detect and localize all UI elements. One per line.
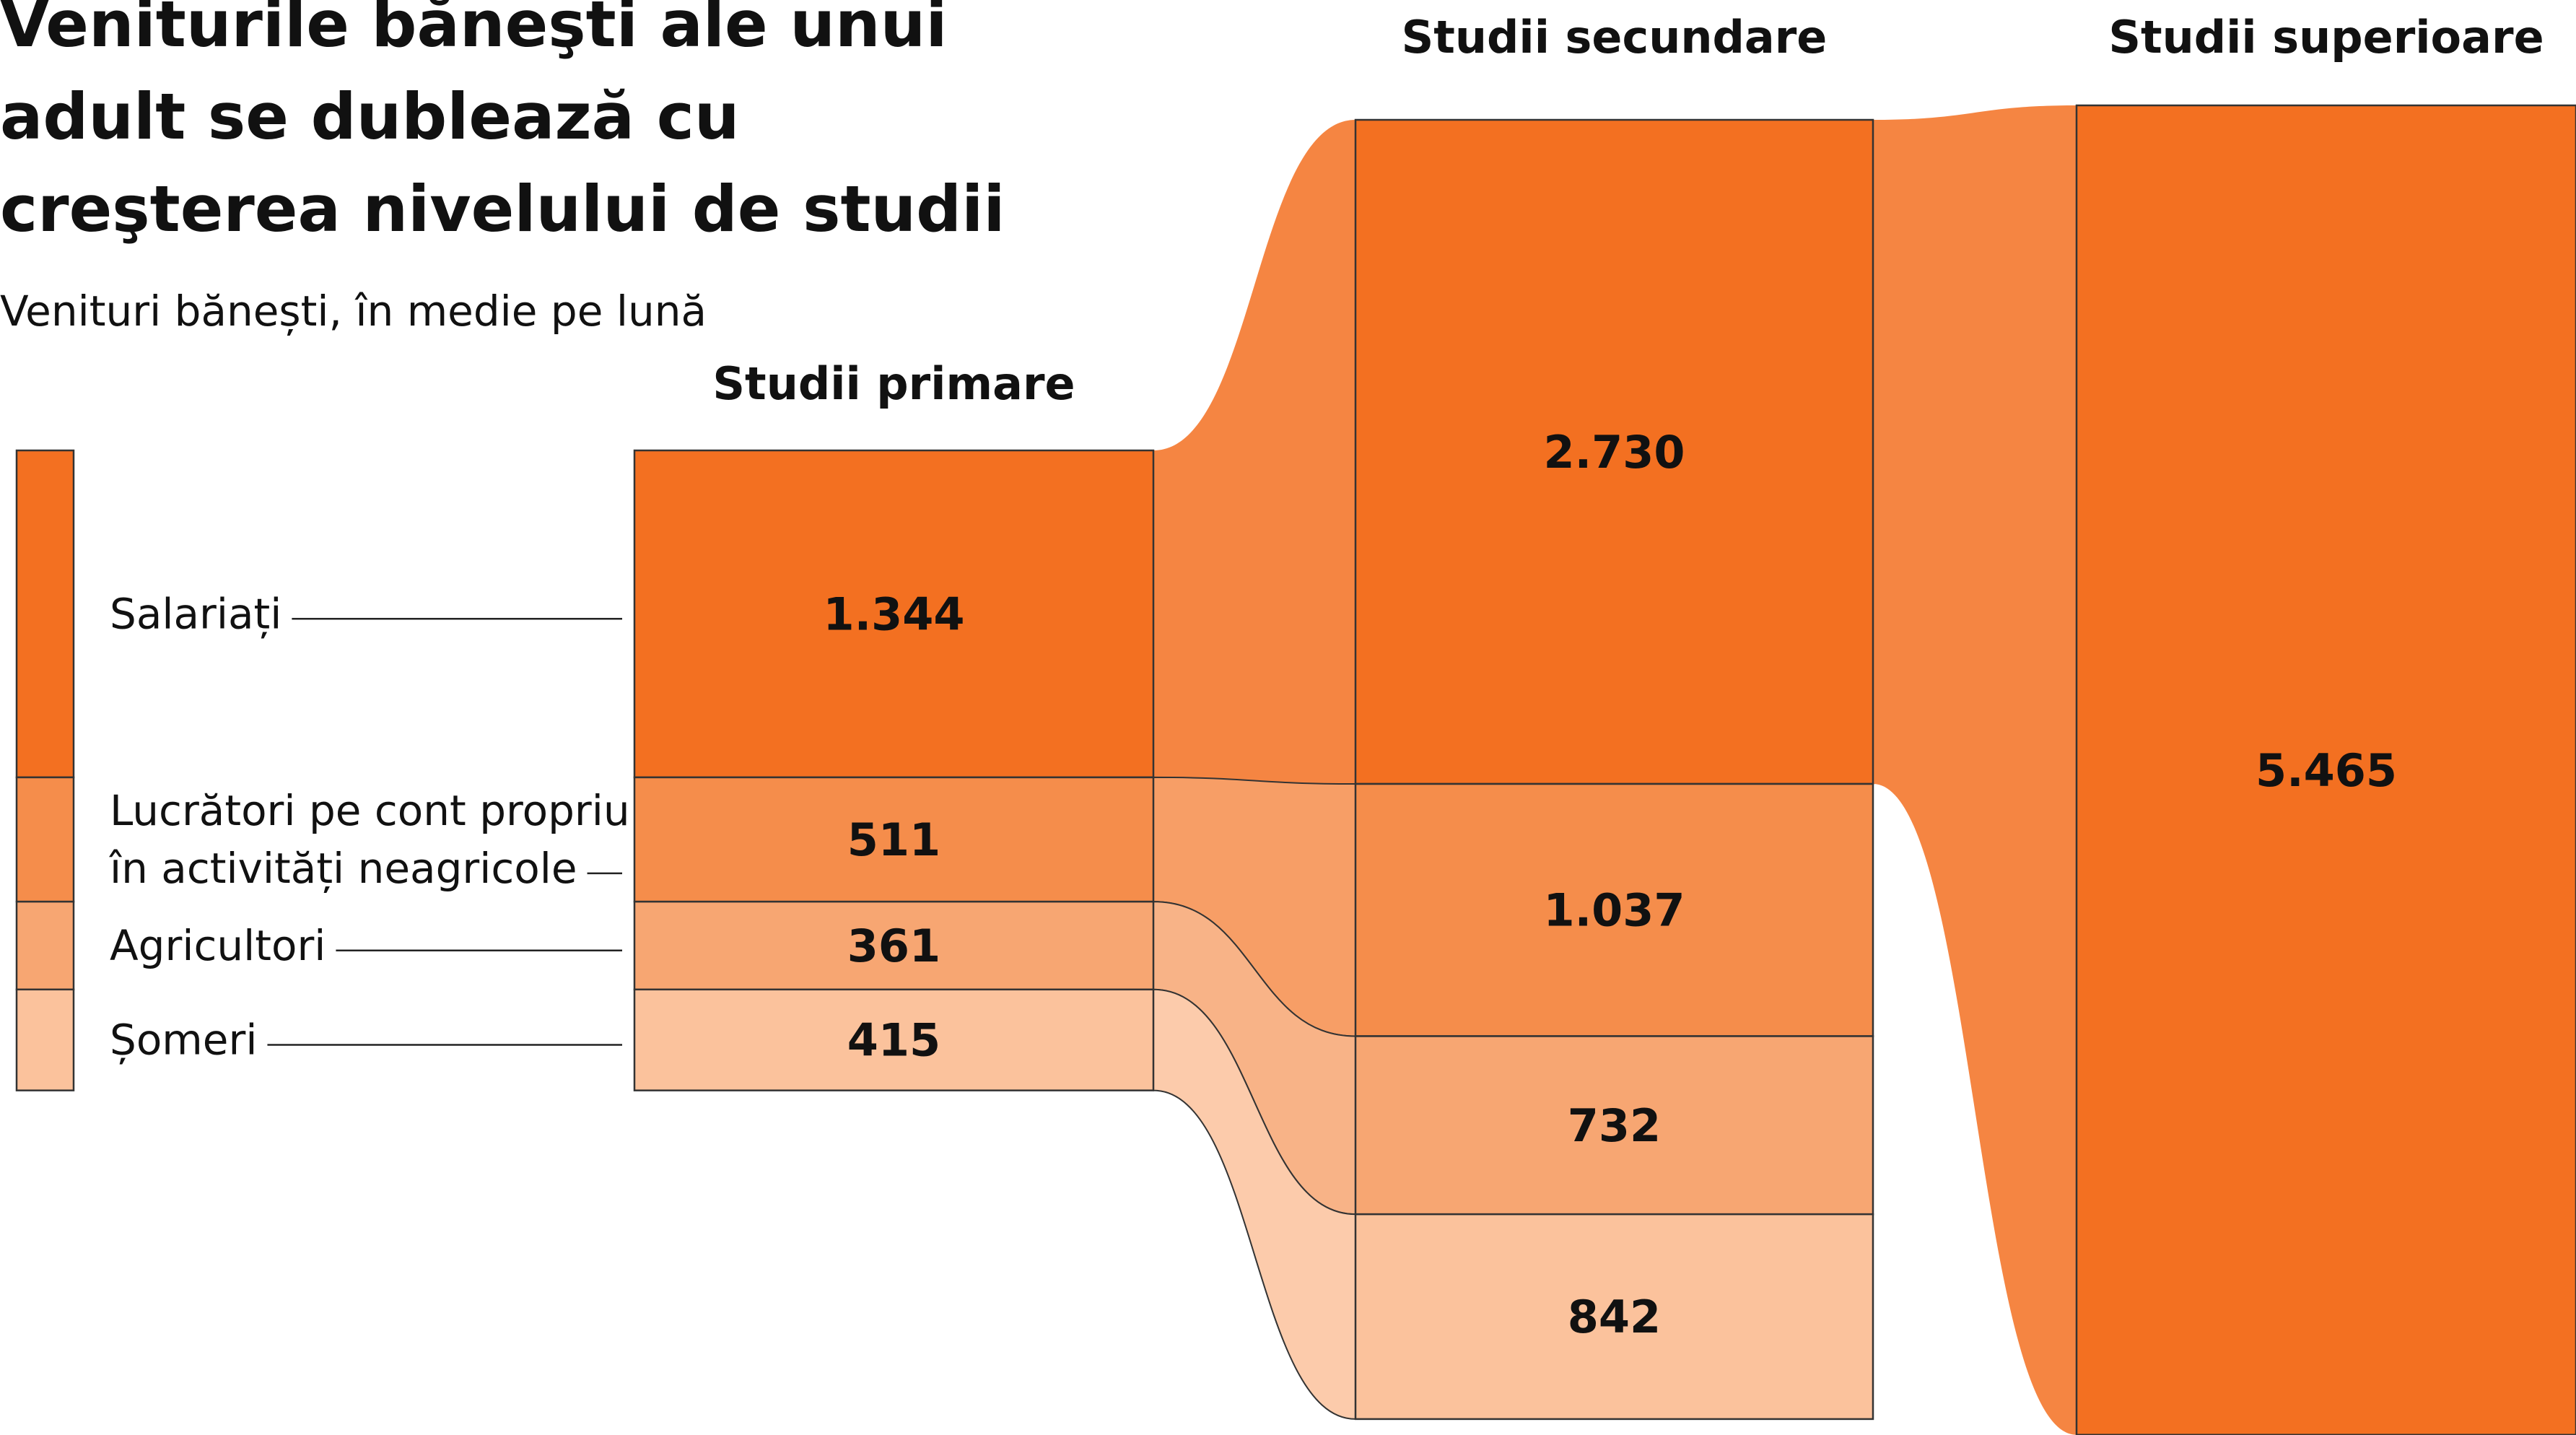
value-label: 361	[847, 920, 940, 972]
bar-segment	[1354, 118, 1874, 785]
legend-swatch	[15, 449, 75, 779]
chart-title: Veniturile băneşti ale unui adult se dub…	[0, 0, 1005, 246]
value-label: 511	[847, 814, 940, 866]
legend-swatch	[15, 988, 75, 1091]
value-label: 1.037	[1543, 884, 1685, 937]
flow	[1153, 120, 1355, 785]
bar-segment	[633, 988, 1155, 1091]
value-label: 842	[1568, 1291, 1661, 1343]
value-label: 415	[847, 1014, 940, 1067]
bar-segment	[633, 776, 1155, 903]
bar-segment	[633, 449, 1155, 779]
bar-segment	[633, 900, 1155, 991]
column-title: Studii primare	[712, 357, 1075, 410]
bar-segment	[1354, 782, 1874, 1037]
column-title: Studii secundare	[1402, 11, 1828, 64]
legend-label: Salariați	[110, 589, 281, 638]
bar-segment	[1354, 1213, 1874, 1421]
legend-swatch	[15, 900, 75, 991]
value-label: 2.730	[1543, 426, 1685, 479]
value-label: 5.465	[2256, 744, 2397, 797]
bar-segment	[1354, 1035, 1874, 1216]
value-label: 732	[1568, 1099, 1661, 1152]
column-title: Studii superioare	[2108, 11, 2544, 64]
legend-label: Șomeri	[110, 1016, 257, 1065]
legend-swatch	[15, 776, 75, 903]
flow	[1153, 988, 1356, 1420]
chart-subtitle: Venituri bănești, în medie pe lună	[0, 287, 707, 336]
bar-segment	[2075, 104, 2576, 1435]
legend-label: Lucrători pe cont propriu în activități …	[109, 786, 643, 893]
legend-label: Agricultori	[110, 921, 326, 970]
value-label: 1.344	[823, 588, 964, 640]
flow	[1873, 105, 2077, 1435]
